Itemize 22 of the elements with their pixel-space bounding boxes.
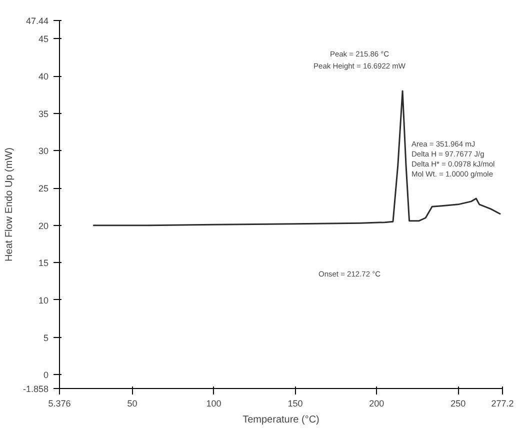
y-tick-label: 15	[38, 258, 49, 268]
y-tick-label: 40	[38, 72, 49, 82]
y-tick-label: 25	[38, 184, 49, 194]
x-tick-label: 150	[288, 398, 303, 408]
y-tick-label: 10	[38, 295, 49, 306]
y-tick-label: -1.858	[22, 384, 49, 394]
line-series	[92, 90, 502, 226]
y-axis-title: Heat Flow Endo Up (mW)	[4, 148, 15, 262]
x-tick-label: 50	[127, 398, 138, 408]
y-tick-label: 35	[38, 108, 49, 119]
x-tick-label: 200	[369, 398, 384, 408]
y-tick-label: 30	[38, 146, 49, 156]
y-tick-label: 5	[43, 332, 49, 343]
y-tick-label: 20	[38, 220, 49, 231]
x-tick-label: 277.2	[491, 398, 514, 408]
x-tick-label: 5.376	[48, 398, 71, 408]
y-tick-label: 45	[38, 34, 49, 44]
y-tick-label: 0	[43, 370, 49, 380]
y-tick-label: 47.44	[26, 16, 49, 26]
x-tick-label: 250	[450, 398, 466, 408]
x-axis-title: Temperature (°C)	[242, 414, 320, 426]
x-tick-label: 100	[206, 398, 222, 408]
